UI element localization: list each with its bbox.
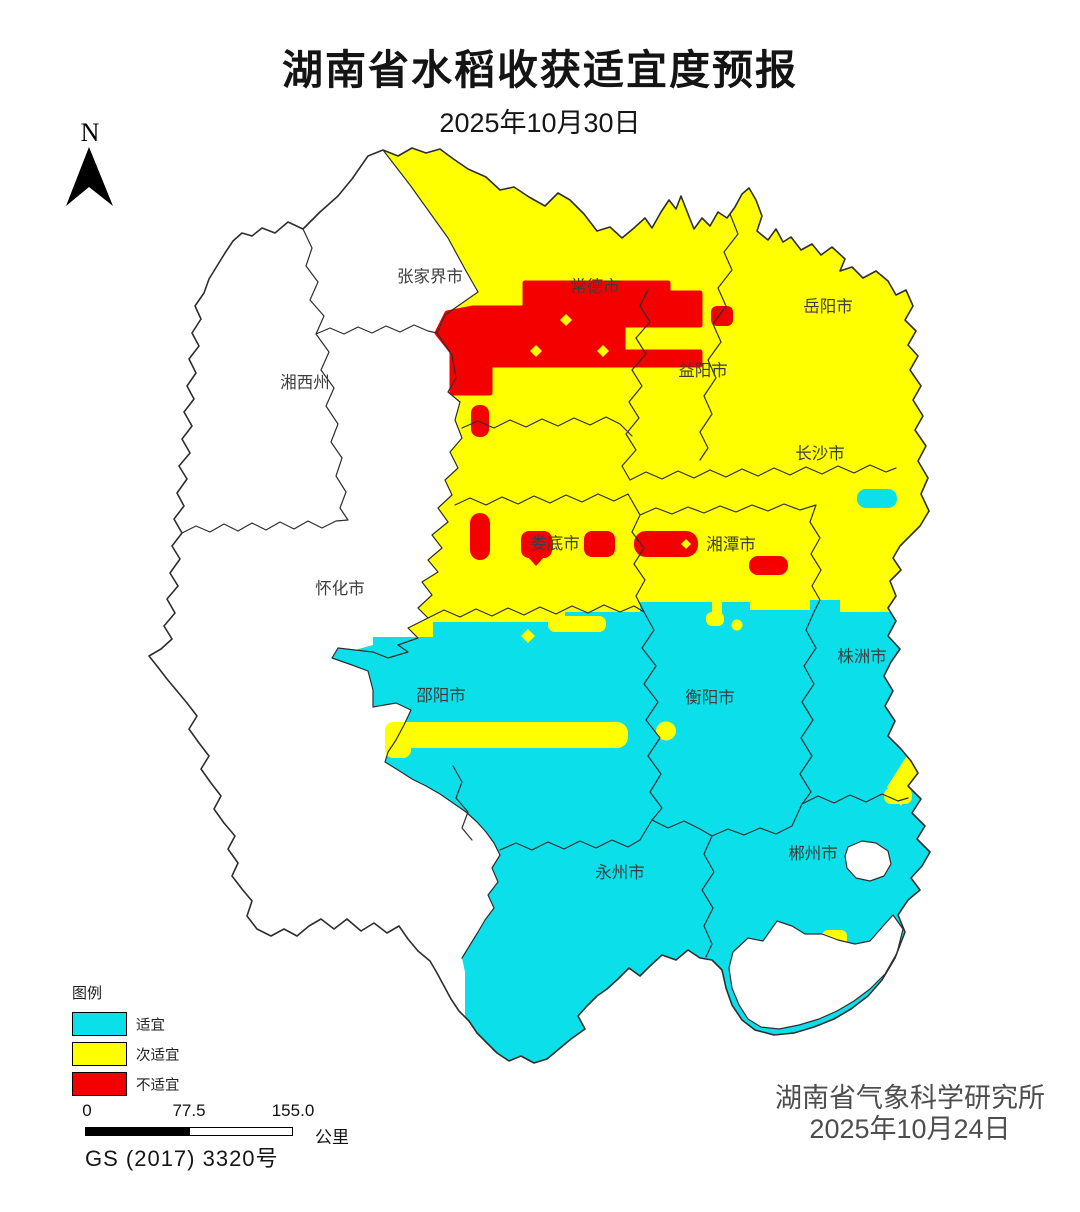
sub-suitable-dot	[530, 345, 542, 357]
border-xiangxi-east	[302, 228, 349, 521]
scale-tick-max: 155.0	[271, 1101, 315, 1120]
border-changde-yiyang	[621, 289, 651, 481]
unsuitable-patch	[527, 556, 545, 566]
border-chenzhou-north	[711, 793, 909, 837]
border-west-color-edge	[331, 149, 501, 959]
label-zhuzhou: 株洲市	[837, 647, 887, 666]
label-zhangjiajie: 张家界市	[397, 267, 463, 286]
sub-suitable-dot	[521, 629, 535, 643]
unsuitable-patch	[584, 531, 615, 557]
sub-suitable-patch	[884, 788, 912, 804]
border-shaoyang-north	[427, 604, 645, 619]
label-xiangxi: 湘西州	[280, 373, 330, 392]
map-license-number: GS (2017) 3320号	[85, 1146, 279, 1171]
north-arrow-icon	[66, 147, 113, 206]
sub-suitable-dot	[681, 539, 691, 549]
city-labels: 张家界市 湘西州 常德市 益阳市 岳阳市 长沙市 娄底市 湘潭市 怀化市 株洲市…	[280, 267, 887, 882]
scale-bar-graphic	[85, 1127, 293, 1136]
attribution-org: 湖南省气象科学研究所	[775, 1083, 1045, 1113]
border-loudi-xiangtan	[631, 514, 646, 613]
attribution: 湖南省气象科学研究所 2025年10月24日	[735, 1083, 1080, 1145]
border-xiangxi-huaihua	[181, 519, 349, 534]
scale-bar: 0 77.5 155.0 公里	[82, 1101, 385, 1171]
legend-label-unsuitable: 不适宜	[136, 1077, 180, 1094]
border-hengyang-zhuzhou	[799, 611, 817, 805]
border-changde-south	[461, 416, 633, 437]
unsuitable-patch	[521, 531, 552, 558]
sub-suitable-dot	[656, 721, 676, 741]
sub-suitable-dot	[560, 314, 572, 326]
border-xiangtan-changsha	[639, 503, 822, 613]
border-huaihua-shaoyang	[452, 765, 473, 841]
north-arrow-label: N	[81, 118, 100, 147]
sub-suitable-band	[385, 722, 628, 748]
legend-swatch-sub-suitable	[72, 1042, 127, 1066]
label-xiangtan: 湘潭市	[706, 535, 756, 554]
scale-tick-0: 0	[82, 1101, 92, 1120]
scale-tick-mid: 77.5	[172, 1101, 206, 1120]
border-changsha-north	[629, 464, 897, 481]
sub-suitable-patch	[706, 612, 724, 626]
border-yueyang-west	[699, 193, 743, 461]
scale-unit: 公里	[315, 1128, 349, 1147]
legend-label-sub-suitable: 次适宜	[136, 1047, 180, 1064]
legend-item-suitable: 适宜	[72, 1012, 180, 1036]
page-title: 湖南省水稻收获适宜度预报	[282, 47, 798, 93]
border-shaoyang-hengyang	[641, 611, 663, 821]
forecast-date: 2025年10月30日	[439, 108, 641, 138]
label-shaoyang: 邵阳市	[416, 686, 466, 705]
scale-bar-filled-half	[86, 1128, 190, 1135]
region-unsuitable-main	[434, 280, 703, 396]
label-yongzhou: 永州市	[595, 863, 645, 882]
unsuitable-patch	[470, 513, 490, 560]
legend: 图例 适宜 次适宜 不适宜	[72, 982, 180, 1102]
label-changde: 常德市	[570, 277, 620, 296]
label-huaihua: 怀化市	[315, 579, 365, 598]
sub-suitable-patch	[548, 616, 606, 632]
no-data-area	[844, 840, 892, 882]
unsuitable-patch	[471, 405, 489, 437]
legend-header: 图例	[72, 985, 103, 1002]
unsuitable-patch	[711, 306, 733, 326]
suitable-patch	[857, 489, 897, 508]
legend-item-unsuitable: 不适宜	[72, 1072, 180, 1096]
legend-item-sub-suitable: 次适宜	[72, 1042, 180, 1066]
label-chenzhou: 郴州市	[788, 844, 838, 863]
legend-swatch-suitable	[72, 1012, 127, 1036]
legend-swatch-unsuitable	[72, 1072, 127, 1096]
label-yueyang: 岳阳市	[803, 297, 853, 316]
unsuitable-patch	[634, 531, 698, 557]
legend-label-suitable: 适宜	[136, 1017, 165, 1034]
label-yiyang: 益阳市	[678, 361, 728, 380]
province-outline	[148, 147, 931, 1064]
label-changsha: 长沙市	[795, 444, 845, 463]
border-zhangjiajie-south	[315, 324, 438, 335]
border-chenzhou-west	[651, 819, 715, 958]
sub-suitable-dot	[597, 345, 609, 357]
sub-suitable-band-end	[385, 722, 411, 758]
border-yongzhou-north	[499, 819, 653, 851]
border-loudi-north	[454, 493, 641, 516]
attribution-date: 2025年10月24日	[809, 1114, 1011, 1144]
label-loudi: 娄底市	[530, 534, 580, 553]
region-sub-suitable	[355, 148, 930, 658]
map-regions	[181, 148, 930, 1063]
unsuitable-patch	[749, 556, 788, 575]
sub-suitable-dot	[731, 619, 743, 631]
label-hengyang: 衡阳市	[685, 688, 735, 707]
